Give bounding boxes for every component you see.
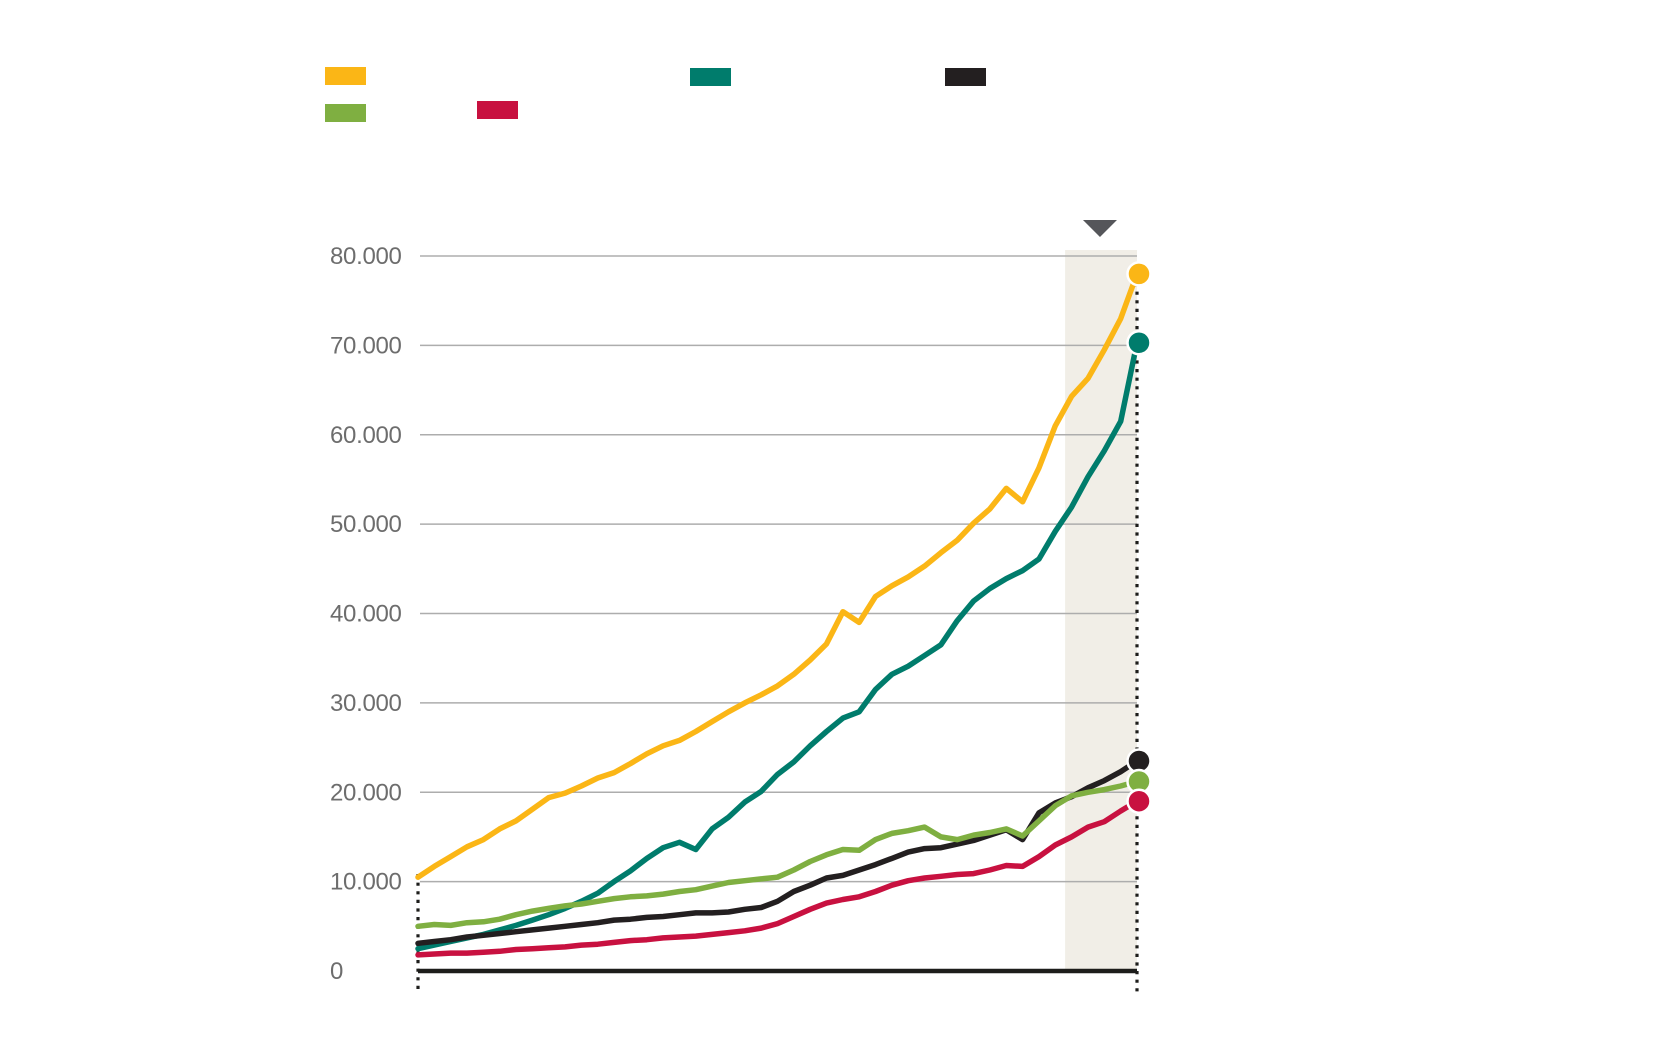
y-axis-label-70000: 70.000	[330, 332, 402, 359]
legend-swatch-teal	[690, 68, 731, 86]
y-axis-label-50000: 50.000	[330, 511, 402, 538]
y-axis-label-40000: 40.000	[330, 601, 402, 628]
triangle-marker-icon	[1082, 220, 1117, 237]
y-axis-label-80000: 80.000	[330, 243, 402, 270]
y-axis-label-60000: 60.000	[330, 422, 402, 449]
y-axis-label-10000: 10.000	[330, 869, 402, 896]
highlight-band	[1065, 250, 1137, 971]
series-line-red	[415, 798, 1140, 958]
end-dot-teal	[1126, 329, 1152, 356]
y-axis-label-20000: 20.000	[330, 779, 402, 806]
series-line-teal	[415, 339, 1140, 952]
series-line-yellow	[415, 271, 1140, 880]
legend-swatch-green	[325, 104, 366, 122]
series-line-black	[415, 758, 1140, 947]
y-axis-label-30000: 30.000	[330, 690, 402, 717]
y-axis-label-0: 0	[330, 958, 343, 985]
legend-swatch-yellow	[325, 67, 366, 85]
legend-swatch-black	[945, 68, 986, 86]
end-dot-yellow	[1126, 261, 1152, 287]
series-line-green	[415, 778, 1140, 930]
chart-legend	[0, 0, 1660, 140]
end-dot-red	[1126, 788, 1152, 814]
legend-swatch-red	[477, 101, 518, 119]
